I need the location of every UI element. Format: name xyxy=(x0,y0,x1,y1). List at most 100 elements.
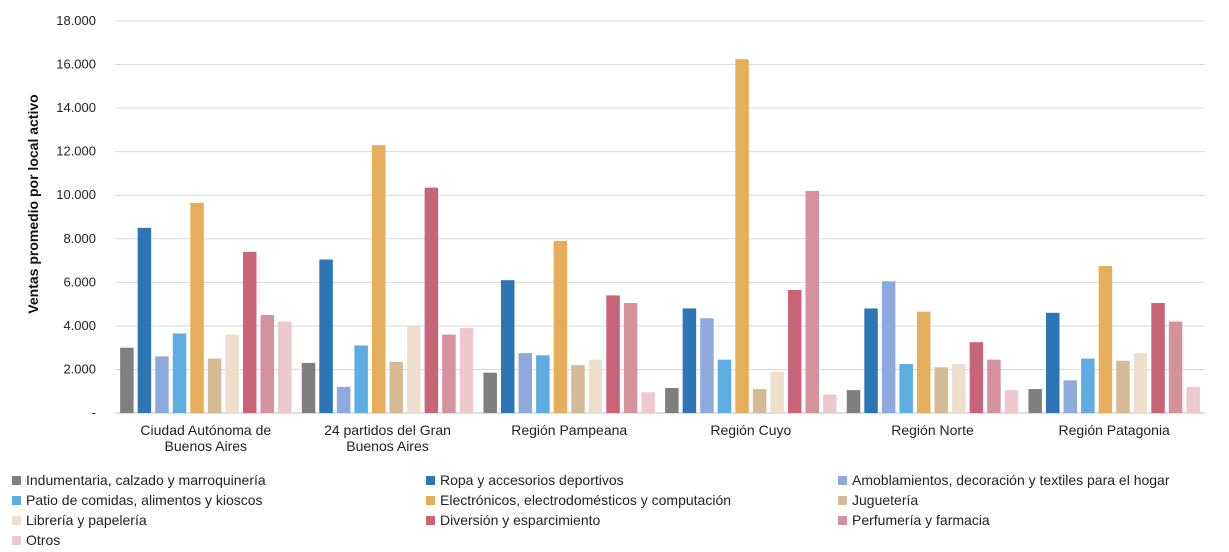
bar xyxy=(606,295,620,413)
bar xyxy=(1004,390,1019,413)
legend-label: Otros xyxy=(26,532,60,548)
legend-label: Electrónicos, electrodomésticos y comput… xyxy=(440,492,731,508)
bar xyxy=(1151,303,1165,413)
legend-swatch xyxy=(426,496,435,505)
bar xyxy=(1186,386,1200,413)
gridlines xyxy=(115,20,1205,414)
legend-label: Amoblamientos, decoración y textiles par… xyxy=(852,472,1170,488)
bar xyxy=(459,328,474,413)
legend-swatch xyxy=(426,476,435,485)
y-tick-label: - xyxy=(92,405,96,420)
bar xyxy=(278,321,292,413)
bar xyxy=(881,281,896,413)
bar xyxy=(172,333,187,413)
legend-swatch xyxy=(838,496,847,505)
x-category-label: Región Patagonia xyxy=(1059,422,1171,438)
y-tick-label: 8.000 xyxy=(63,231,96,246)
bar xyxy=(1116,360,1130,413)
bar xyxy=(752,389,767,413)
x-category-label: Buenos Aires xyxy=(165,438,248,454)
legend-label: Perfumería y farmacia xyxy=(852,512,990,528)
x-category-label: Ciudad Autónoma de xyxy=(140,422,271,438)
bar xyxy=(623,303,638,413)
x-category-label: Región Norte xyxy=(891,422,974,438)
bar xyxy=(442,334,456,413)
bar xyxy=(787,289,802,413)
legend-swatch xyxy=(426,516,435,525)
legend-label: Ropa y accesorios deportivos xyxy=(440,472,624,488)
bar xyxy=(735,59,749,414)
bar xyxy=(864,308,878,413)
bar xyxy=(389,361,404,413)
bar xyxy=(846,390,861,413)
bar xyxy=(424,187,439,413)
x-category-label: Buenos Aires xyxy=(346,438,429,454)
bar xyxy=(225,334,239,413)
bar xyxy=(1168,321,1183,413)
y-axis-title: Ventas promedio por local activo xyxy=(25,94,41,313)
bar xyxy=(1028,389,1042,413)
y-axis-ticks: - 2.000 4.000 6.000 8.000 10.000 12.000 14.000 1… xyxy=(56,13,96,420)
y-tick-label: 12.000 xyxy=(56,144,96,159)
y-tick-label: 2.000 xyxy=(63,361,96,376)
y-tick-label: 14.000 xyxy=(56,100,96,115)
bar xyxy=(682,308,697,413)
bar xyxy=(588,359,603,413)
x-category-label: Región Pampeana xyxy=(511,422,627,438)
bar xyxy=(336,386,351,413)
bar xyxy=(518,353,533,413)
legend-label: Indumentaria, calzado y marroquinería xyxy=(26,472,266,488)
bar xyxy=(916,311,931,413)
x-category-label: 24 partidos del Gran xyxy=(324,422,451,438)
bar xyxy=(242,251,257,413)
bar xyxy=(571,365,585,413)
legend-swatch xyxy=(12,476,21,485)
bar xyxy=(987,359,1001,413)
bar xyxy=(120,347,134,413)
bar xyxy=(319,259,333,413)
bar xyxy=(371,145,386,413)
legend-swatch xyxy=(838,476,847,485)
bar xyxy=(1133,353,1148,413)
bar xyxy=(500,280,515,413)
y-tick-label: 16.000 xyxy=(56,57,96,72)
bar xyxy=(823,394,837,413)
bar xyxy=(665,387,679,413)
bar xyxy=(483,372,497,413)
y-tick-label: 18.000 xyxy=(56,13,96,28)
bar xyxy=(717,359,732,413)
legend-label: Juguetería xyxy=(852,492,918,508)
legend-swatch xyxy=(838,516,847,525)
legend: Indumentaria, calzado y marroquinería Rop… xyxy=(12,472,1170,548)
bar xyxy=(260,315,275,413)
bar xyxy=(934,367,949,413)
bar xyxy=(1081,358,1095,413)
legend-swatch xyxy=(12,516,21,525)
bar xyxy=(1045,312,1060,413)
bar xyxy=(952,364,966,413)
bar xyxy=(354,345,368,413)
bar xyxy=(899,364,913,413)
bar xyxy=(301,362,316,413)
bar xyxy=(536,355,550,413)
bar xyxy=(805,190,820,413)
bar xyxy=(700,318,714,413)
y-tick-label: 10.000 xyxy=(56,187,96,202)
bar xyxy=(137,227,152,413)
legend-swatch xyxy=(12,536,21,545)
legend-label: Patio de comidas, alimentos y kioscos xyxy=(26,492,263,508)
legend-swatch xyxy=(12,496,21,505)
bar xyxy=(969,342,984,413)
bar xyxy=(770,371,784,413)
y-tick-label: 6.000 xyxy=(63,274,96,289)
bar xyxy=(1063,380,1078,413)
bar xyxy=(553,240,568,413)
legend-label: Diversión y esparcimiento xyxy=(440,512,600,528)
y-tick-label: 4.000 xyxy=(63,318,96,333)
bar xyxy=(207,358,222,413)
bar xyxy=(190,202,204,413)
bar xyxy=(407,325,421,413)
x-category-label: Región Cuyo xyxy=(710,422,791,438)
